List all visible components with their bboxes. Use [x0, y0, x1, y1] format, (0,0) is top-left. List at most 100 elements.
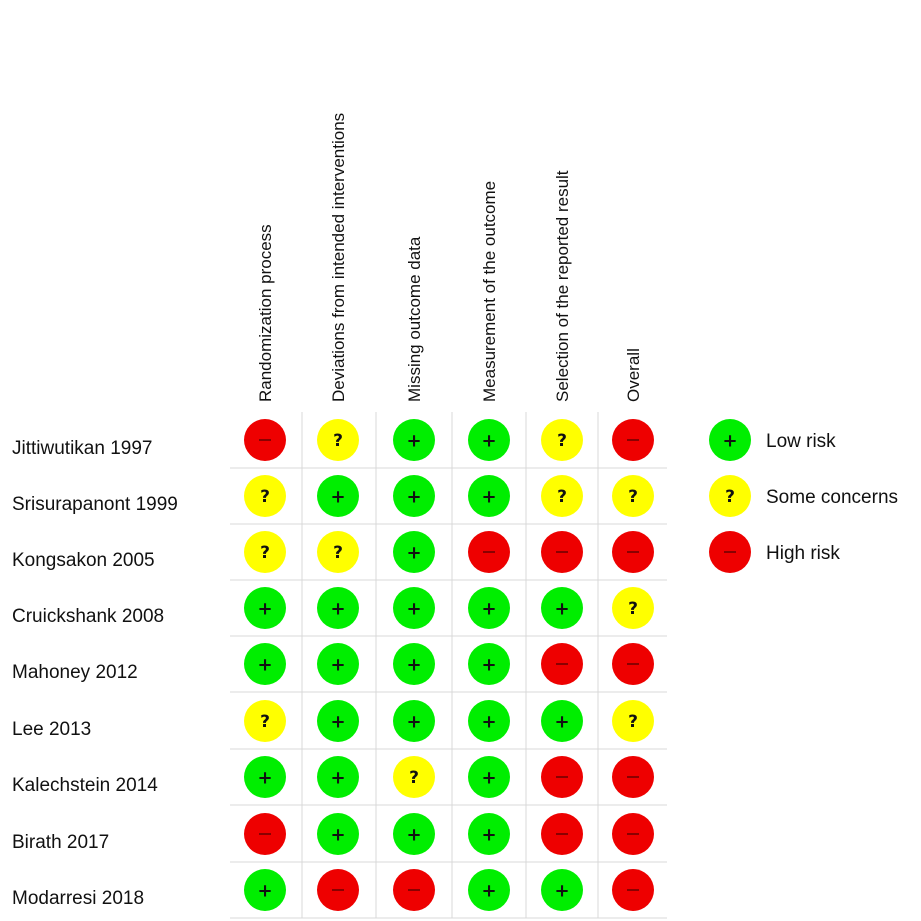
risk-cell-symbol: ? — [260, 487, 270, 507]
risk-cell-circle — [468, 700, 510, 742]
risk-cell: ? — [612, 475, 654, 517]
risk-cell-circle — [244, 475, 286, 517]
risk-cell: + — [468, 700, 510, 742]
risk-cell — [541, 643, 583, 685]
risk-cell: + — [393, 700, 435, 742]
risk-cell — [541, 813, 583, 855]
risk-cell — [612, 643, 654, 685]
risk-cell-circle — [317, 475, 359, 517]
risk-cell-symbol: + — [257, 881, 272, 902]
risk-cell-circle — [541, 869, 583, 911]
risk-cell: + — [244, 756, 286, 798]
legend-marker-symbol: ? — [725, 487, 735, 507]
risk-cell: + — [393, 419, 435, 461]
risk-cell-circle — [244, 700, 286, 742]
risk-cell: + — [244, 587, 286, 629]
risk-cell: + — [468, 756, 510, 798]
risk-cell-symbol: ? — [260, 712, 270, 732]
risk-cell — [541, 756, 583, 798]
row-label: Srisurapanont 1999 — [12, 494, 178, 515]
risk-cell: + — [393, 813, 435, 855]
risk-cell: ? — [317, 531, 359, 573]
risk-cell — [612, 531, 654, 573]
risk-cell — [468, 531, 510, 573]
risk-cell: + — [541, 700, 583, 742]
legend-marker-circle — [709, 419, 751, 461]
risk-cell: + — [468, 869, 510, 911]
risk-cell: ? — [244, 531, 286, 573]
risk-cell-symbol: + — [481, 825, 496, 846]
risk-cell-symbol: + — [257, 599, 272, 620]
risk-cell-circle — [468, 419, 510, 461]
risk-cell-symbol: + — [330, 487, 345, 508]
risk-cell: + — [317, 643, 359, 685]
risk-cell — [393, 869, 435, 911]
risk-cell-circle — [541, 475, 583, 517]
risk-cell-symbol: + — [481, 712, 496, 733]
risk-cell-symbol: + — [330, 825, 345, 846]
risk-cell-symbol: + — [481, 881, 496, 902]
risk-cell — [612, 756, 654, 798]
risk-cell-symbol: ? — [333, 543, 343, 563]
column-label: Measurement of the outcome — [480, 181, 499, 402]
risk-cell — [244, 813, 286, 855]
column-label: Deviations from intended interventions — [329, 113, 348, 402]
risk-cell-symbol: ? — [628, 599, 638, 619]
legend-marker: ? — [709, 475, 751, 517]
risk-cell-circle — [393, 419, 435, 461]
risk-cells: ? + +?? + + +???? + + + + + + ? + + + +? + + + + ? + +? + + + + + + + — [244, 419, 654, 911]
risk-cell: + — [468, 475, 510, 517]
risk-cell-symbol: + — [481, 768, 496, 789]
legend-label: Low risk — [766, 431, 836, 452]
risk-cell-circle — [317, 587, 359, 629]
risk-cell: + — [317, 756, 359, 798]
row-label: Birath 2017 — [12, 832, 109, 853]
row-labels: Jittiwutikan 1997 Srisurapanont 1999 Kongs… — [12, 438, 178, 909]
risk-cell: ? — [317, 419, 359, 461]
risk-cell-circle — [393, 587, 435, 629]
risk-cell-symbol: + — [406, 431, 421, 452]
risk-cell-symbol: + — [406, 655, 421, 676]
column-labels: Randomization process Deviations from int… — [256, 113, 643, 402]
risk-cell-symbol: + — [554, 881, 569, 902]
risk-cell-symbol: + — [554, 599, 569, 620]
risk-cell-symbol: + — [330, 712, 345, 733]
risk-cell: ? — [541, 475, 583, 517]
risk-cell — [612, 419, 654, 461]
row-label: Modarresi 2018 — [12, 888, 144, 909]
risk-cell — [612, 869, 654, 911]
risk-cell-symbol: ? — [409, 768, 419, 788]
risk-cell-symbol: + — [406, 599, 421, 620]
risk-cell — [541, 531, 583, 573]
risk-cell: + — [244, 643, 286, 685]
risk-cell-circle — [612, 475, 654, 517]
legend-marker: + — [709, 419, 751, 461]
row-label: Jittiwutikan 1997 — [12, 438, 152, 459]
row-label: Cruickshank 2008 — [12, 606, 164, 627]
risk-cell-symbol: + — [481, 431, 496, 452]
risk-cell-circle — [468, 475, 510, 517]
risk-cell-circle — [244, 531, 286, 573]
risk-cell: ? — [612, 587, 654, 629]
risk-cell-symbol: + — [257, 655, 272, 676]
risk-cell: + — [317, 813, 359, 855]
row-label: Mahoney 2012 — [12, 662, 138, 683]
risk-cell-circle — [612, 587, 654, 629]
risk-cell-symbol: ? — [628, 487, 638, 507]
risk-cell-circle — [317, 419, 359, 461]
risk-cell: ? — [541, 419, 583, 461]
risk-cell-circle — [541, 419, 583, 461]
risk-cell-circle — [393, 475, 435, 517]
legend-label: High risk — [766, 543, 840, 564]
risk-cell: + — [244, 869, 286, 911]
column-label: Overall — [624, 348, 643, 402]
risk-cell-circle — [393, 531, 435, 573]
risk-cell-symbol: + — [481, 655, 496, 676]
risk-cell: + — [393, 531, 435, 573]
risk-cell-circle — [317, 643, 359, 685]
risk-cell: + — [393, 587, 435, 629]
risk-cell-symbol: ? — [557, 487, 567, 507]
risk-cell: ? — [244, 475, 286, 517]
risk-cell-circle — [317, 700, 359, 742]
column-label: Randomization process — [256, 224, 275, 402]
